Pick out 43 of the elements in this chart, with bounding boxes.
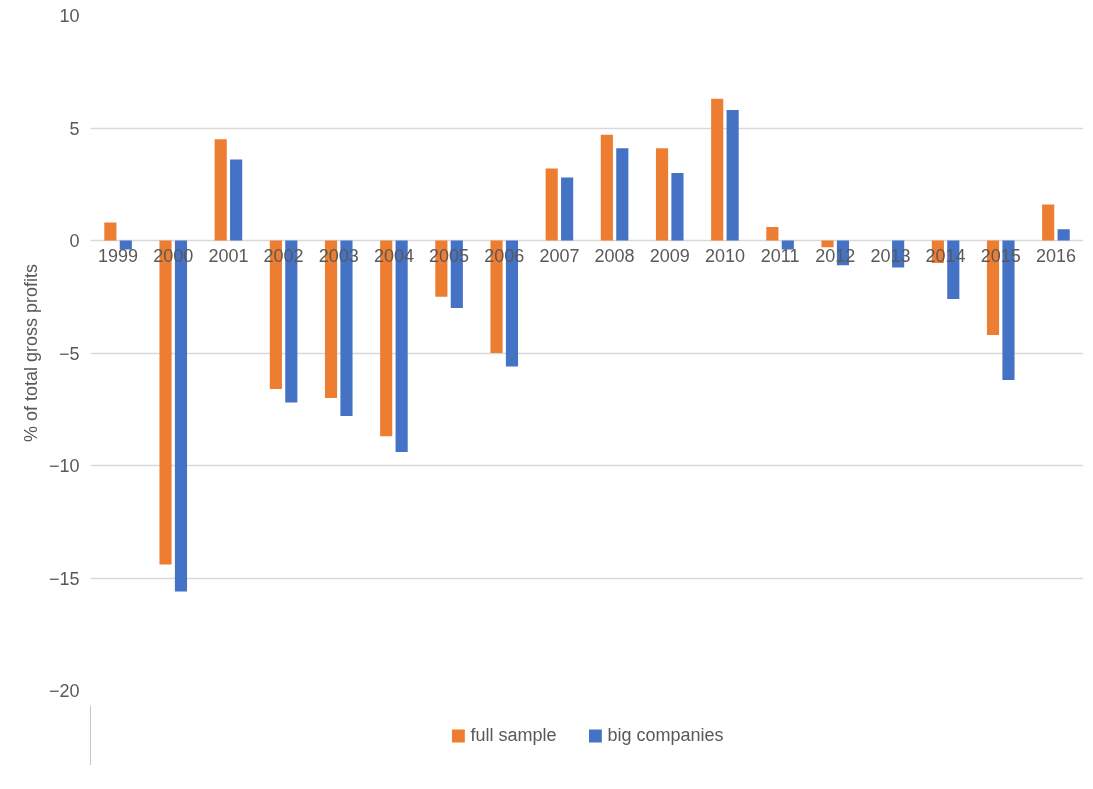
x-tick-label: 2010 [704, 245, 745, 266]
y-tick-label: −15 [48, 568, 80, 589]
y-tick-label: 0 [69, 231, 80, 251]
bar [214, 139, 227, 241]
x-tick-label: 2001 [208, 245, 249, 266]
bar [726, 110, 739, 241]
bar [711, 98, 724, 241]
bar [655, 148, 669, 241]
bar [616, 148, 629, 241]
bar [230, 159, 243, 241]
bar [561, 177, 574, 241]
bar [104, 222, 117, 241]
bar [119, 240, 132, 250]
y-axis-title: % of total gross profits [20, 263, 41, 443]
bar [1042, 204, 1055, 241]
bar [781, 240, 794, 250]
bar [766, 227, 779, 241]
y-tick-label: 5 [69, 118, 80, 139]
x-tick-label: 2008 [594, 245, 635, 266]
y-tick-label: −20 [48, 681, 80, 701]
x-tick-label: 2005 [429, 245, 470, 266]
x-tick-label: 2004 [373, 245, 414, 266]
legend-label: big companies [607, 724, 724, 746]
x-tick-label: 2006 [484, 245, 525, 266]
x-tick-label: 2015 [980, 245, 1021, 266]
legend-label: full sample [470, 724, 557, 746]
x-tick-label: 2002 [263, 245, 304, 266]
bar [1057, 229, 1070, 241]
y-tick-label: 10 [59, 6, 80, 26]
x-tick-label: 2014 [925, 245, 966, 266]
bar [600, 134, 613, 241]
y-tick-label: −5 [58, 343, 80, 364]
bar [821, 240, 834, 248]
x-tick-label: 2011 [760, 245, 800, 266]
x-tick-label: 2007 [539, 245, 580, 266]
x-tick-label: 1999 [98, 245, 139, 266]
x-tick-label: 2003 [318, 245, 359, 266]
x-tick-label: 2000 [153, 245, 194, 266]
bar [671, 173, 684, 241]
x-tick-label: 2009 [649, 245, 690, 266]
x-tick-label: 2016 [1035, 245, 1076, 266]
bar [545, 168, 558, 241]
y-tick-label: −10 [48, 456, 80, 476]
